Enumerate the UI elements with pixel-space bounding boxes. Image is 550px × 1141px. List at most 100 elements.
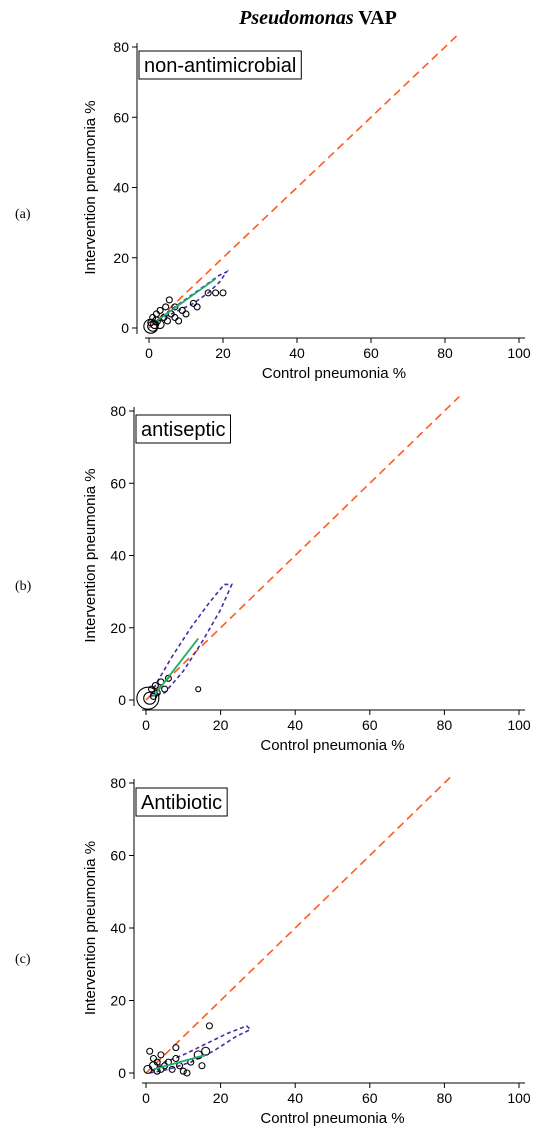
panel-box-label: antiseptic (141, 419, 226, 441)
y-tick-label: 0 (121, 320, 129, 336)
fit-line (152, 638, 199, 697)
x-tick-label: 20 (213, 717, 229, 733)
data-point (189, 299, 197, 307)
fit-line (155, 278, 217, 322)
data-point (178, 306, 186, 314)
x-tick-label: 0 (142, 717, 150, 733)
data-point (156, 306, 164, 314)
y-tick-label: 40 (110, 920, 126, 936)
x-tick-label: 20 (213, 1090, 229, 1106)
y-tick-label: 20 (113, 250, 129, 266)
data-point (219, 289, 227, 297)
figure-title: Pseudomonas VAP (238, 7, 397, 29)
figure-title-rest: VAP (354, 7, 397, 29)
x-tick-label: 40 (287, 717, 303, 733)
data-point (148, 685, 156, 693)
data-point (146, 1047, 154, 1055)
y-tick-label: 0 (118, 692, 126, 708)
x-axis-title: Control pneumonia % (262, 365, 406, 382)
data-point (171, 313, 179, 322)
data-point (183, 1069, 191, 1077)
panel-box-label: Antibiotic (141, 792, 222, 814)
x-tick-label: 80 (437, 717, 453, 733)
y-tick-label: 60 (110, 848, 126, 864)
data-point (175, 317, 183, 325)
data-point (162, 303, 170, 311)
data-point (193, 303, 201, 311)
y-tick-label: 80 (110, 403, 126, 419)
data-point (157, 1051, 165, 1059)
panel-label: (a) (15, 207, 31, 222)
y-tick-label: 80 (113, 39, 129, 55)
panel-label: (b) (15, 579, 32, 594)
x-tick-label: 60 (362, 717, 378, 733)
data-point (171, 303, 179, 311)
fit-line (153, 1054, 206, 1071)
x-axis-title: Control pneumonia % (260, 1110, 404, 1127)
y-tick-label: 20 (110, 620, 126, 636)
y-axis-title: Intervention pneumonia % (82, 841, 99, 1015)
chart-panel-3: (c) 0 20 40 60 80 100 0 20 40 60 80 Control pneumoni… (15, 775, 531, 1127)
chart-panel-1: (a) 0 20 40 60 80 100 0 20 40 60 80 Control pneumoni… (15, 32, 531, 382)
data-point (153, 1058, 161, 1066)
data-point (151, 681, 159, 690)
data-point (205, 1022, 213, 1030)
x-tick-label: 60 (362, 1090, 378, 1106)
data-point (172, 1044, 180, 1052)
data-point (155, 319, 165, 330)
data-point (179, 1067, 187, 1075)
x-tick-label: 40 (289, 345, 305, 361)
panel-box-label: non-antimicrobial (144, 55, 296, 77)
y-tick-label: 40 (113, 180, 129, 196)
x-axis-title: Control pneumonia % (260, 737, 404, 754)
data-point (165, 296, 173, 304)
x-tick-label: 60 (363, 345, 379, 361)
data-point (136, 686, 160, 710)
identity-line (145, 775, 453, 1074)
panel-label: (c) (15, 952, 31, 967)
data-point (149, 1054, 158, 1063)
y-axis-title: Intervention pneumonia % (82, 468, 99, 642)
y-tick-label: 40 (110, 548, 126, 564)
panels: (a) 0 20 40 60 80 100 0 20 40 60 80 Control pneumoni… (15, 32, 531, 1127)
panel-box-frame (138, 50, 302, 80)
x-tick-label: 80 (437, 345, 453, 361)
data-point (153, 689, 161, 697)
confidence-ellipse (148, 583, 234, 698)
y-tick-label: 20 (110, 993, 126, 1009)
data-point (149, 692, 158, 700)
panel-box-frame (135, 414, 231, 444)
data-point (161, 685, 169, 693)
identity-line (148, 32, 461, 329)
x-tick-label: 40 (287, 1090, 303, 1106)
data-point (198, 1062, 206, 1070)
y-tick-label: 0 (118, 1065, 126, 1081)
data-point (147, 319, 155, 327)
x-tick-label: 100 (507, 717, 531, 733)
data-point (163, 317, 172, 325)
confidence-ellipse (149, 1024, 252, 1074)
x-tick-label: 80 (437, 1090, 453, 1106)
y-tick-label: 60 (110, 475, 126, 491)
data-point (152, 310, 160, 318)
data-point (204, 289, 212, 297)
x-tick-label: 100 (507, 1090, 531, 1106)
figure-title-italic: Pseudomonas (238, 7, 354, 29)
data-point (195, 686, 202, 693)
y-tick-label: 60 (113, 109, 129, 125)
x-tick-label: 100 (507, 345, 531, 361)
x-tick-label: 20 (215, 345, 231, 361)
data-point (212, 289, 220, 297)
x-tick-label: 0 (145, 345, 153, 361)
data-point (182, 310, 190, 318)
data-point (168, 1065, 176, 1073)
y-axis-title: Intervention pneumonia % (82, 100, 99, 274)
data-point (164, 674, 172, 682)
y-tick-label: 80 (110, 775, 126, 791)
x-tick-label: 0 (142, 1090, 150, 1106)
chart-panel-2: (b) 0 20 40 60 80 100 0 20 40 60 80 Control pneumoni… (15, 395, 531, 754)
data-point (193, 1050, 203, 1060)
data-point (172, 1054, 180, 1063)
panel-box-frame (135, 787, 228, 817)
